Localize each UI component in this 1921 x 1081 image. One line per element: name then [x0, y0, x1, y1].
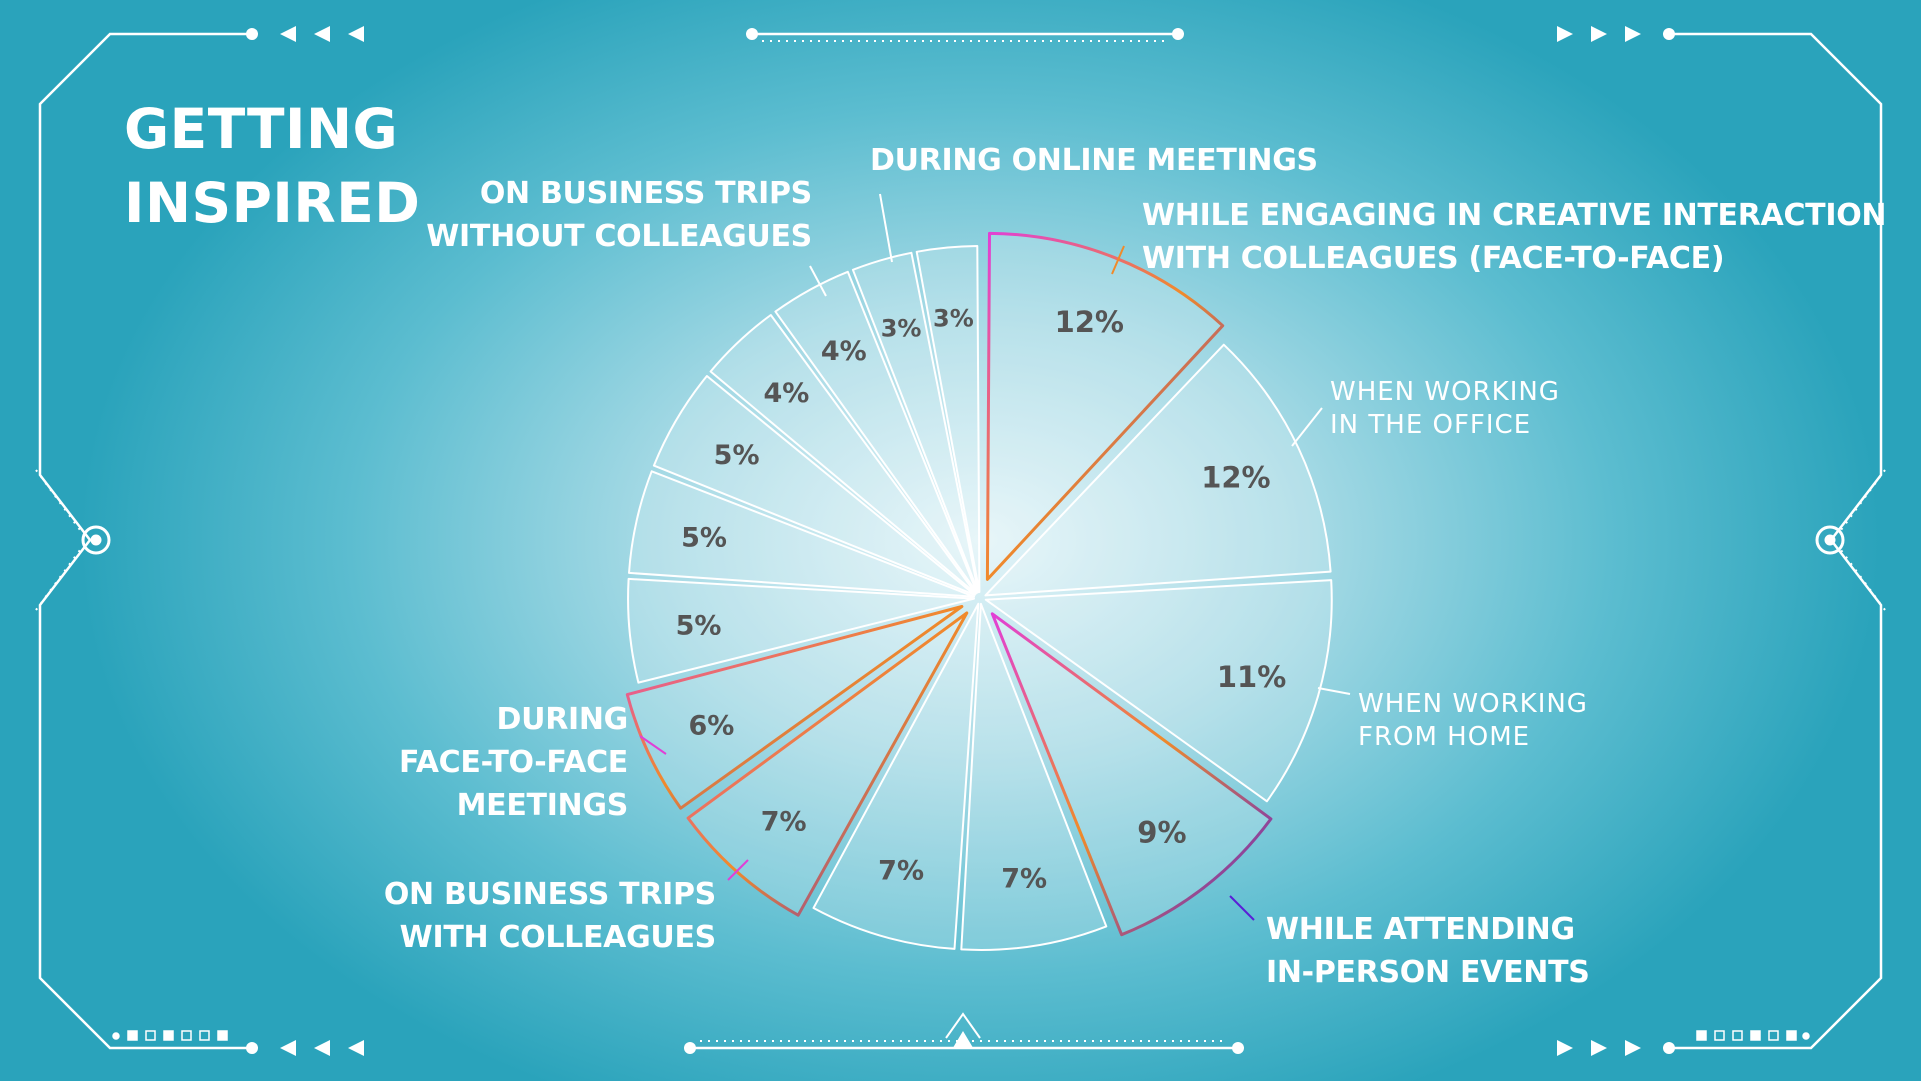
pie-slice-label-1: 12% — [1055, 305, 1124, 339]
pie-slice-label-3: 11% — [1217, 660, 1286, 694]
pie-slice-label-5: 7% — [1001, 863, 1047, 894]
side-target-left-icon — [81, 525, 111, 555]
bottom-notch-icon — [945, 1012, 981, 1049]
pie-slice-label-13: 4% — [821, 336, 867, 367]
pie-slice-label-15: 3% — [933, 305, 974, 333]
pie-slice-10 — [628, 470, 976, 598]
label-working-office: WHEN WORKING IN THE OFFICE — [1330, 377, 1560, 440]
label-in-person-events: WHILE ATTENDING IN-PERSON EVENTS — [1266, 912, 1590, 990]
pie-slice-label-12: 4% — [763, 378, 809, 409]
leader-line-home — [1317, 687, 1351, 695]
side-target-right-icon — [1815, 525, 1845, 555]
pie-slice-2 — [984, 343, 1332, 597]
pie-slice-3 — [984, 579, 1333, 803]
pie-slice-label-10: 5% — [681, 522, 727, 553]
leader-line-office — [1291, 407, 1323, 447]
leader-lines — [639, 193, 1351, 921]
pie-slice-label-2: 12% — [1201, 461, 1270, 495]
pie-slice-6 — [812, 602, 980, 950]
pie-slice-11 — [652, 375, 976, 596]
page-title: GETTING INSPIRED — [124, 97, 421, 235]
arrow-left-icons — [280, 26, 364, 1056]
pie-slice-5 — [960, 602, 1108, 951]
pie-slice-12 — [709, 314, 977, 595]
leader-line-creative — [1111, 245, 1125, 275]
hud-frame — [38, 32, 1883, 1050]
pie-slice-label-9: 5% — [676, 611, 722, 642]
pie-slice-1 — [985, 231, 1225, 581]
leader-line-online — [879, 193, 893, 263]
pie-slice-9 — [627, 577, 975, 684]
arrow-right-icons — [1557, 26, 1641, 1056]
pie-slice-label-8: 6% — [688, 710, 734, 741]
leader-line-f2f — [639, 735, 667, 755]
label-business-trips-with: ON BUSINESS TRIPS WITH COLLEAGUES — [383, 877, 716, 955]
label-business-trips-without: ON BUSINESS TRIPS WITHOUT COLLEAGUES — [426, 176, 812, 254]
label-online-meetings: DURING ONLINE MEETINGS — [870, 143, 1318, 178]
pie-slice-label-11: 5% — [714, 440, 760, 471]
pie-slice-label-4: 9% — [1137, 816, 1186, 850]
pie-slice-13 — [774, 270, 979, 594]
pie-slice-4 — [990, 612, 1273, 937]
hud-dots — [246, 28, 1675, 1054]
leader-line-trips-without — [809, 265, 827, 297]
pie-slice-15 — [915, 245, 981, 593]
label-working-home: WHEN WORKING FROM HOME — [1358, 689, 1588, 752]
pie-slice-label-6: 7% — [878, 856, 924, 887]
leader-line-events — [1229, 895, 1255, 921]
pie-slice-8 — [625, 605, 964, 810]
pie-chart: 12%12%11%9%7%7%7%6%5%5%5%4%4%3% 3% — [625, 231, 1333, 951]
square-indicators — [112, 1030, 1810, 1041]
pie-slice-7 — [686, 611, 969, 917]
pie-slice-label-7: 7% — [761, 807, 807, 838]
pie-slice-label-14: 3% — [881, 314, 922, 342]
pie-slice-14 — [851, 251, 980, 594]
label-face-to-face-meetings: DURING FACE-TO-FACE MEETINGS — [399, 702, 628, 823]
label-creative-interaction: WHILE ENGAGING IN CREATIVE INTERACTION W… — [1142, 198, 1887, 276]
leader-line-trips-with — [727, 859, 749, 881]
